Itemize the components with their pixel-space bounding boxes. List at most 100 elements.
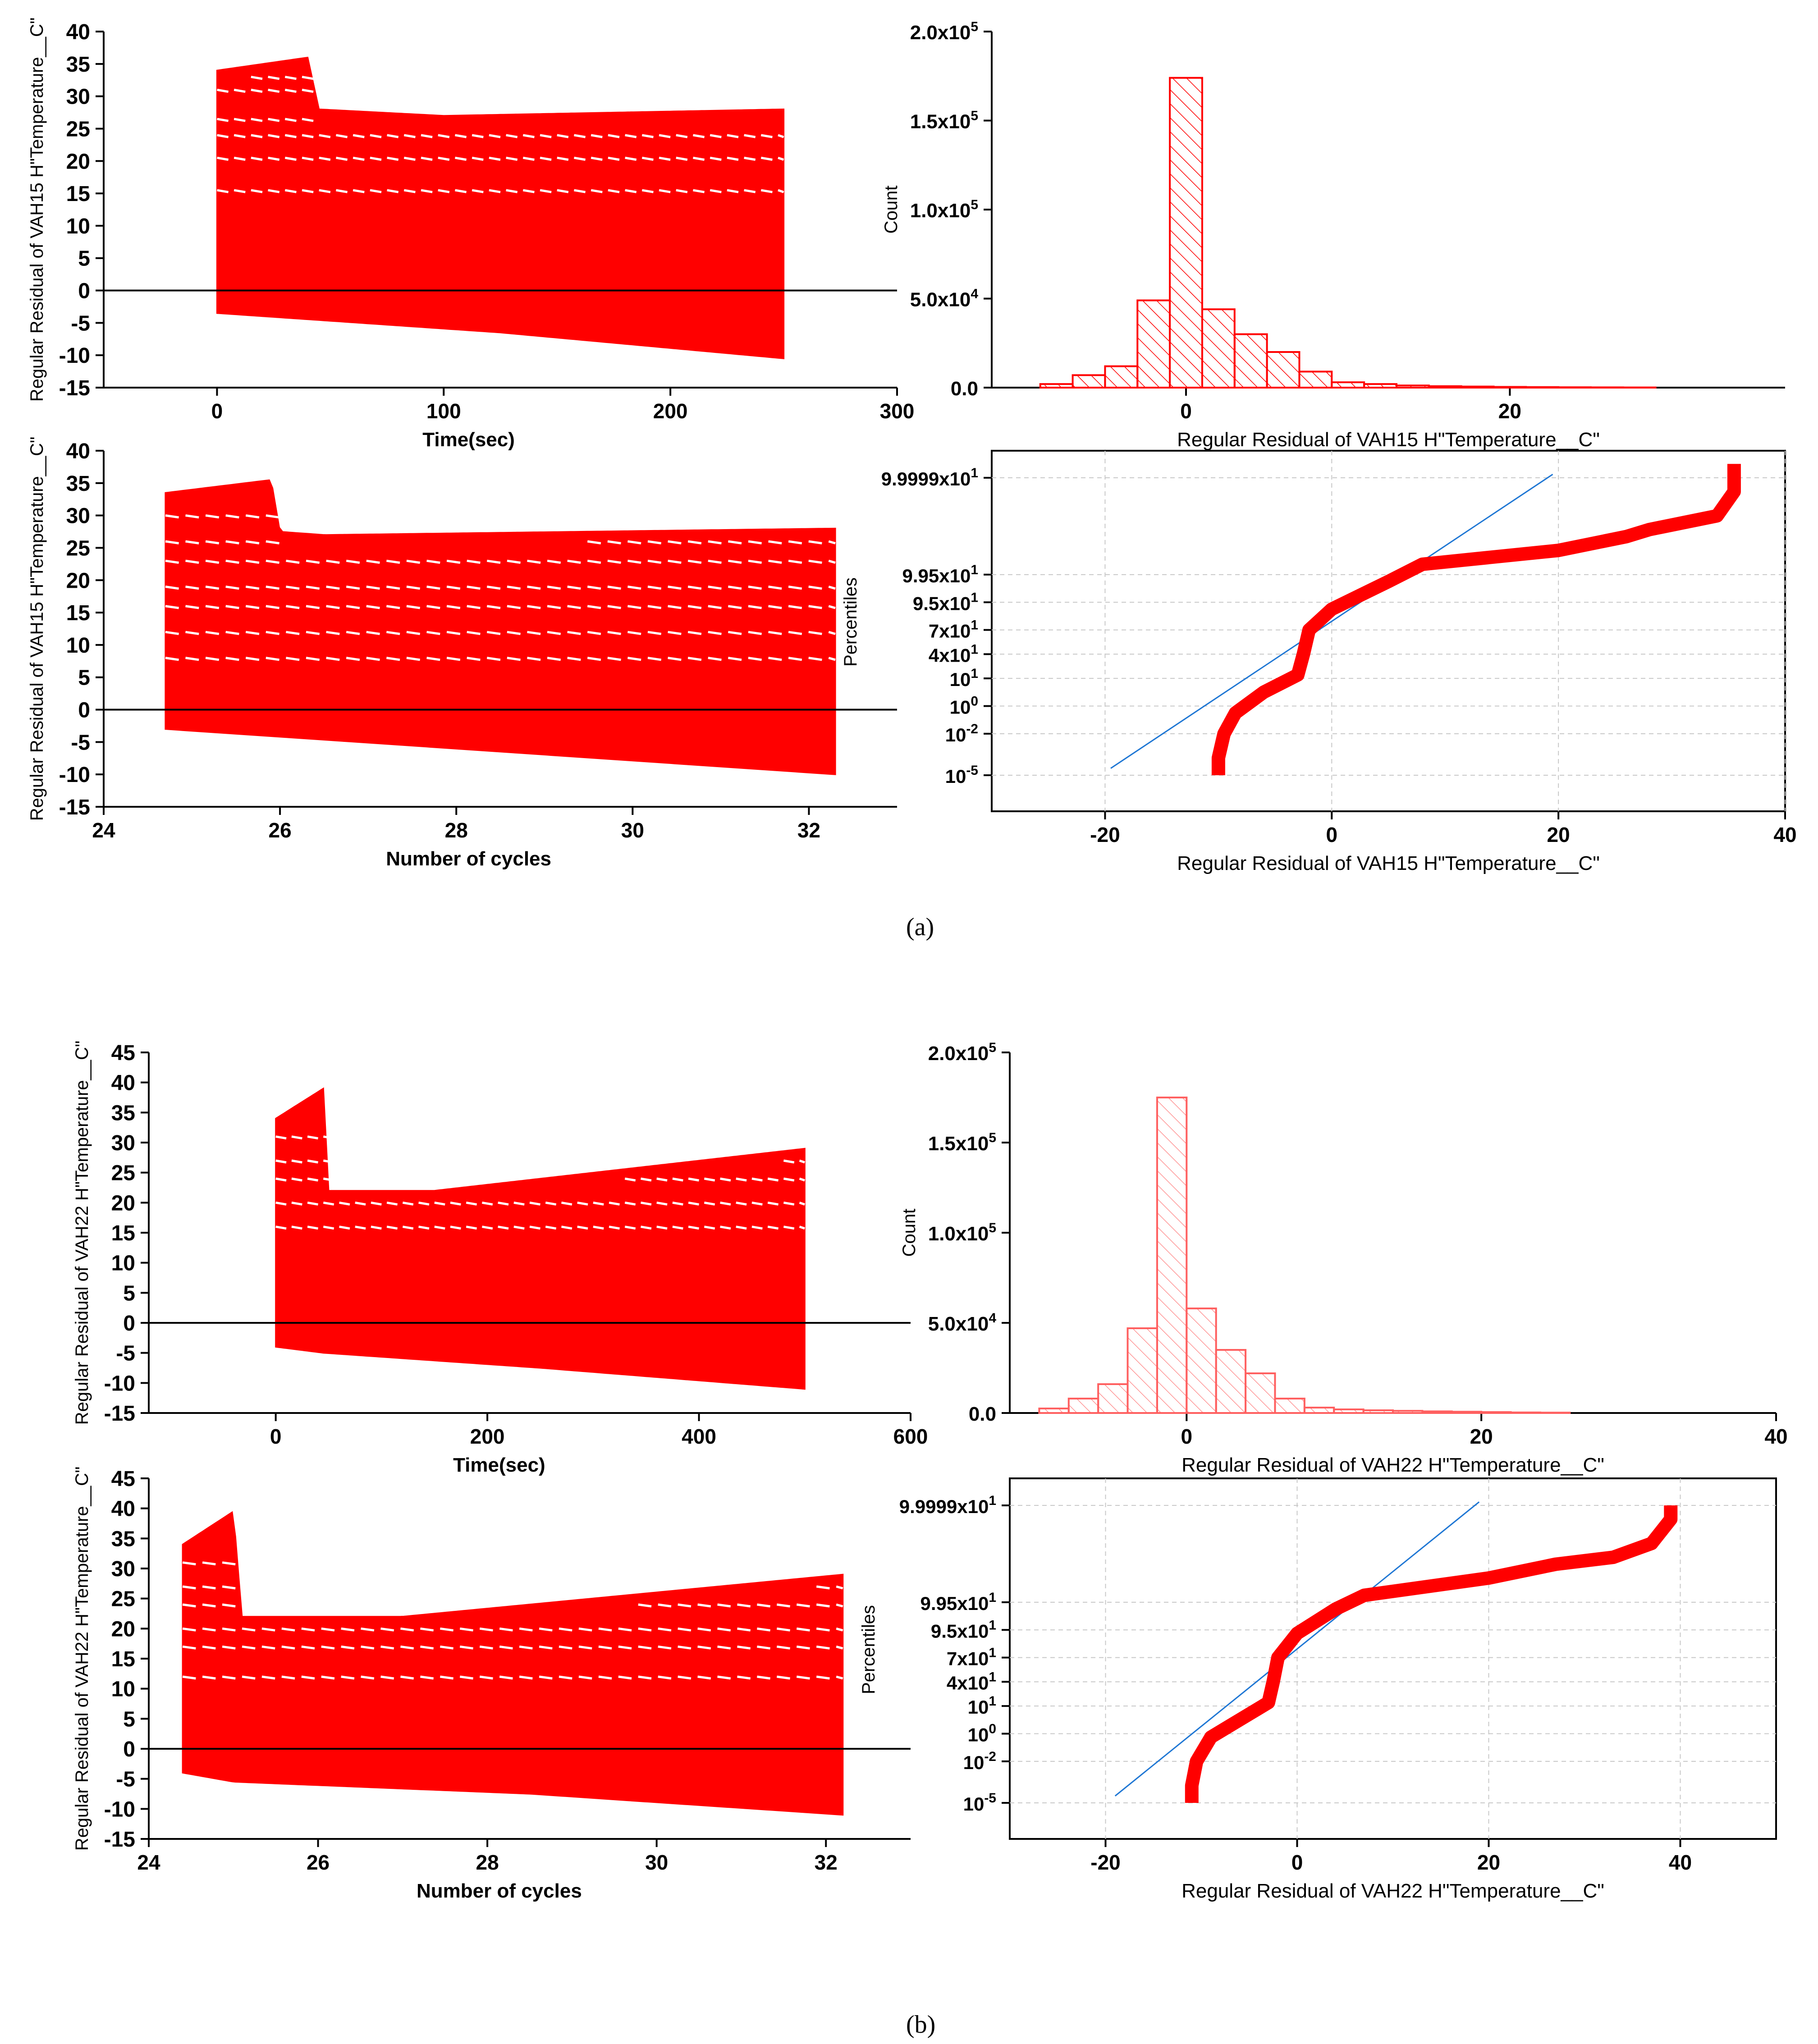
band-gap: [268, 189, 280, 193]
band-gap: [245, 657, 260, 661]
band-gap: [717, 1675, 731, 1680]
band-gap: [400, 1627, 414, 1632]
band-gap: [627, 585, 641, 590]
x-tick-label: 40: [1764, 1425, 1787, 1448]
band-gap: [281, 1675, 295, 1680]
band-gap: [486, 605, 501, 609]
band-gap: [693, 156, 705, 161]
band-gap: [420, 1627, 434, 1632]
y-tick-label: 101: [968, 1694, 996, 1718]
band-gap: [371, 1225, 382, 1230]
band-gap: [768, 559, 782, 564]
band-gap: [371, 1201, 382, 1206]
band-gap: [426, 585, 440, 590]
band-gap: [185, 585, 199, 590]
band-gap: [678, 1603, 691, 1608]
band-gap: [816, 1675, 830, 1680]
band-gap: [355, 1225, 366, 1230]
plot-frame: [991, 450, 1786, 812]
band-gap: [366, 585, 380, 590]
x-tick-label: 400: [682, 1425, 716, 1448]
band-gap: [268, 76, 280, 80]
band-gap: [693, 134, 705, 138]
y-tick-label: 40: [111, 1071, 135, 1095]
band-gap: [182, 1603, 196, 1608]
band-gap: [704, 1177, 715, 1182]
hist-bar: [1201, 308, 1236, 389]
band-gap: [728, 540, 742, 544]
band-gap: [567, 631, 581, 635]
x-tick-label: 30: [645, 1851, 668, 1874]
band-gap: [638, 1645, 652, 1650]
band-gap: [587, 559, 601, 564]
band-gap: [768, 631, 782, 635]
band-gap: [587, 585, 601, 590]
band-gap: [647, 540, 662, 544]
band-gap: [336, 189, 348, 193]
band-gap: [402, 1225, 414, 1230]
band-gap: [625, 134, 637, 138]
band-gap: [341, 1645, 355, 1650]
band-gap: [547, 657, 561, 661]
y-tick-label: 100: [950, 694, 978, 718]
band-gap: [446, 631, 461, 635]
band-gap: [627, 559, 641, 564]
band-gap: [647, 559, 662, 564]
band-gap: [768, 540, 782, 544]
band-gap: [455, 156, 467, 161]
band-gap: [757, 1645, 771, 1650]
band-gap: [783, 1159, 795, 1164]
band-gap: [708, 657, 722, 661]
band-gap: [472, 156, 484, 161]
band-gap: [251, 189, 263, 193]
band-gap: [467, 605, 481, 609]
band-gap: [275, 1159, 287, 1164]
hist-bar: [1395, 384, 1430, 389]
y-tick-label: 4x101: [929, 642, 978, 666]
band-gap: [708, 540, 722, 544]
band-gap: [710, 134, 722, 138]
x-tick-label: 20: [1498, 399, 1521, 423]
band-gap: [693, 189, 705, 193]
x-tick-label: -20: [1090, 1851, 1120, 1874]
band-gap: [796, 1627, 810, 1632]
y-tick-label: 10-5: [963, 1791, 996, 1815]
x-tick-label: 0: [211, 399, 223, 423]
x-tick-label: 0: [1326, 823, 1337, 846]
band-gap: [687, 631, 702, 635]
band-gap: [557, 134, 569, 138]
band-gap: [245, 585, 260, 590]
band-gap: [467, 657, 481, 661]
band-gap: [284, 76, 297, 80]
band-gap: [736, 1225, 747, 1230]
band-gap: [251, 134, 263, 138]
band-gap: [217, 156, 229, 161]
band-gap: [346, 605, 360, 609]
band-gap: [306, 631, 320, 635]
band-gap: [760, 189, 773, 193]
band-gap: [438, 156, 450, 161]
band-gap: [748, 585, 762, 590]
band-gap: [386, 1225, 398, 1230]
band-gap: [727, 134, 739, 138]
band-gap: [165, 540, 179, 544]
band-gap: [638, 1627, 652, 1632]
fit-line: [1114, 1501, 1480, 1797]
band-gap: [527, 585, 541, 590]
band-gap: [672, 1201, 683, 1206]
hist-bar: [1363, 383, 1397, 389]
band-gap: [587, 631, 601, 635]
band-gap: [426, 657, 440, 661]
y-tick-label: 7x101: [947, 1646, 996, 1669]
band-gap: [647, 605, 662, 609]
band-gap: [225, 514, 239, 519]
band-gap: [380, 1675, 394, 1680]
y-tick-label: 10-2: [945, 722, 978, 745]
band-gap: [321, 1675, 335, 1680]
band-gap: [625, 189, 637, 193]
band-gap: [567, 605, 581, 609]
band-gap: [796, 1675, 810, 1680]
band-gap: [559, 1675, 572, 1680]
band-gap: [647, 585, 662, 590]
band-gap: [225, 559, 239, 564]
